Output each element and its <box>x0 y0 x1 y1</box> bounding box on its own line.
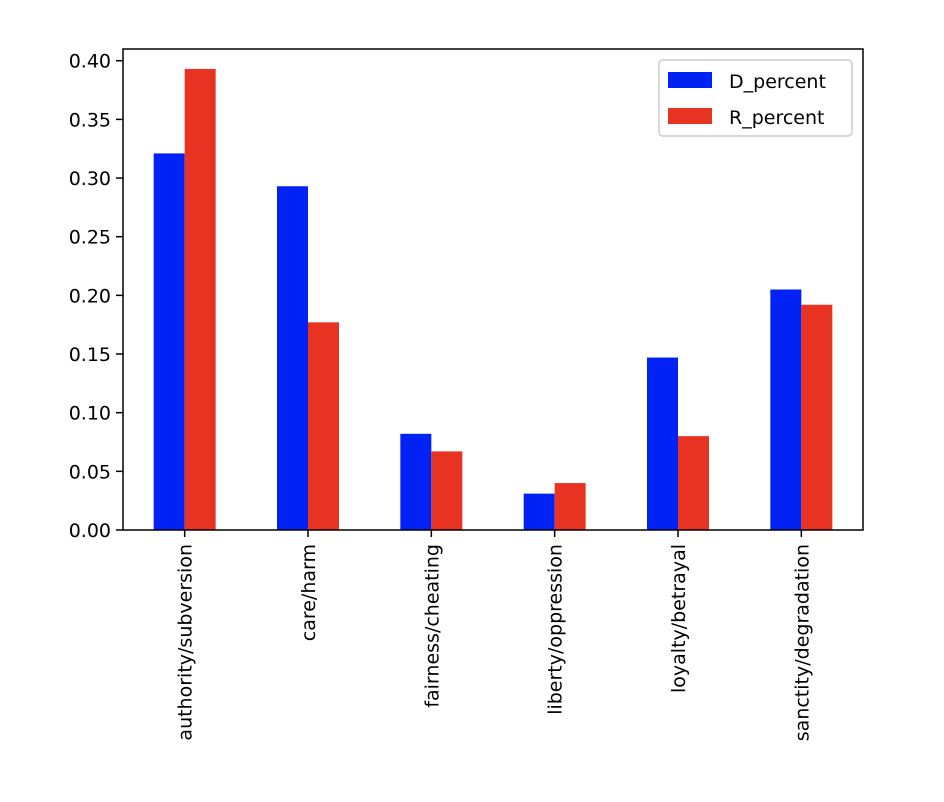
legend-label-R_percent: R_percent <box>729 107 824 129</box>
bar-R_percent-0 <box>184 68 216 530</box>
x-axis: authority/subversion care/harm fairness/ch… <box>175 530 813 741</box>
bar-R_percent-3 <box>554 483 586 530</box>
y-tick-label: 0.00 <box>69 520 111 542</box>
y-tick-label: 0.20 <box>69 285 111 307</box>
legend-swatch-R_percent <box>668 108 712 124</box>
y-tick-label: 0.10 <box>69 403 111 425</box>
x-tick-label: care/harm <box>298 544 320 641</box>
bar-R_percent-5 <box>801 304 833 530</box>
y-tick-label: 0.05 <box>69 461 111 483</box>
legend-label-D_percent: D_percent <box>729 71 826 93</box>
y-axis: 0.00 0.05 0.10 0.15 0.20 0.25 0.30 0.35 0.40 <box>69 51 123 542</box>
bar-D_percent-0 <box>153 153 185 530</box>
bars-group <box>153 68 833 530</box>
bar-R_percent-4 <box>678 436 709 530</box>
x-tick-label: loyalty/betrayal <box>668 544 690 693</box>
x-tick-label: fairness/cheating <box>421 544 443 708</box>
bar-D_percent-3 <box>523 493 555 530</box>
bar-D_percent-4 <box>647 357 678 530</box>
y-tick-label: 0.30 <box>69 168 111 190</box>
bar-D_percent-1 <box>277 186 308 530</box>
y-tick-label: 0.35 <box>69 109 111 131</box>
y-tick-label: 0.15 <box>69 344 111 366</box>
bar-R_percent-2 <box>431 451 463 530</box>
y-tick-label: 0.25 <box>69 227 111 249</box>
bar-D_percent-2 <box>400 433 432 530</box>
plot-frame <box>122 48 864 531</box>
x-tick-label: authority/subversion <box>175 544 197 741</box>
x-tick-label: sanctity/degradation <box>791 544 813 741</box>
legend-swatch-D_percent <box>668 72 712 88</box>
bar-R_percent-1 <box>308 322 339 530</box>
y-tick-label: 0.40 <box>69 51 111 73</box>
legend: D_percent R_percent <box>658 59 853 137</box>
bar-D_percent-5 <box>770 289 802 530</box>
x-tick-label: liberty/oppression <box>545 544 567 715</box>
